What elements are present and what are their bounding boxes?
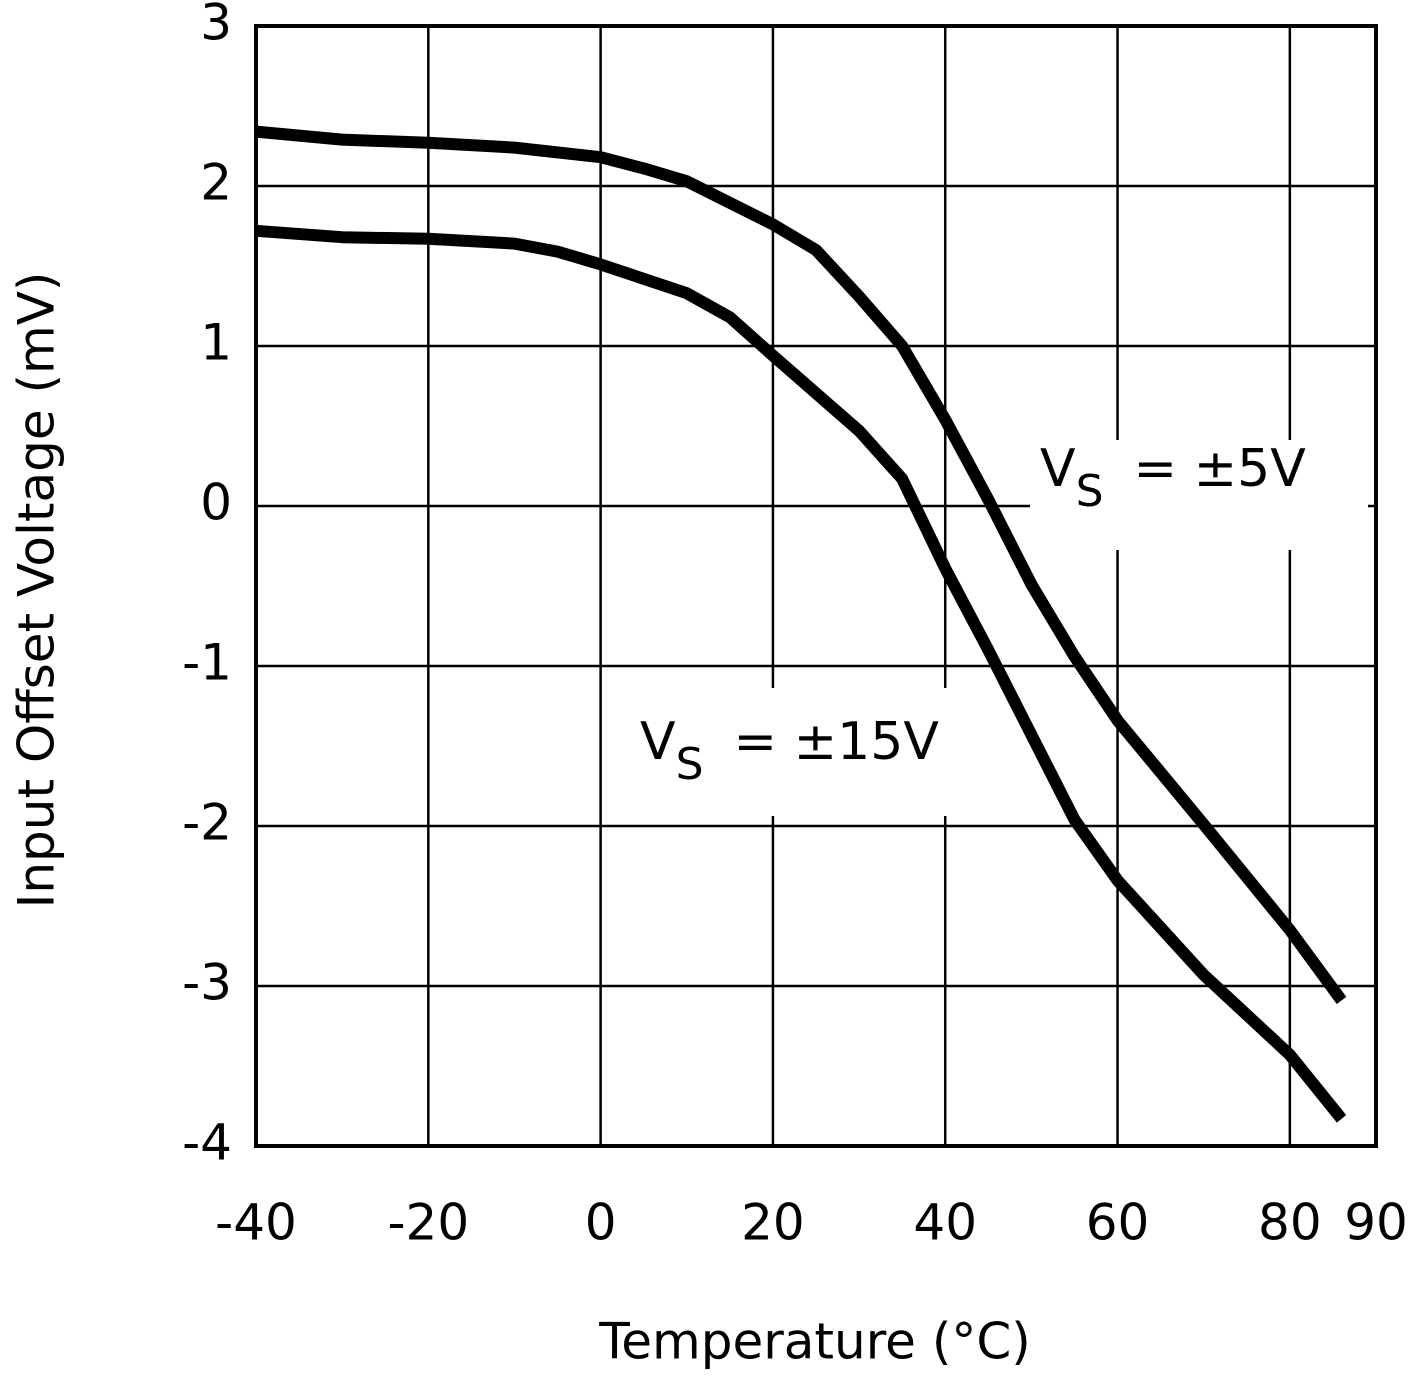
annotation-subscript: S (1076, 466, 1104, 517)
series-annotation: VS = ±5V (1040, 439, 1306, 517)
x-tick-label: 20 (741, 1194, 805, 1252)
plot-frame (254, 24, 1378, 1148)
x-tick-label: 0 (585, 1194, 617, 1252)
annotation-main: V (640, 712, 676, 772)
y-tick-label: 0 (200, 474, 232, 532)
annotation-background (1030, 440, 1368, 550)
y-tick-label: -1 (182, 634, 232, 692)
y-tick-label: 2 (200, 154, 232, 212)
x-tick-label: -40 (215, 1194, 297, 1252)
annotation-rest: = ±15V (734, 712, 940, 772)
x-tick-label: 80 (1258, 1194, 1322, 1252)
x-tick-label: 40 (913, 1194, 977, 1252)
x-tick-label: -20 (387, 1194, 469, 1252)
x-tick-label: 90 (1344, 1194, 1408, 1252)
y-tick-label: -3 (182, 954, 232, 1012)
annotation-subscript: S (676, 739, 704, 790)
x-tick-label: 60 (1086, 1194, 1150, 1252)
y-axis-title: Input Offset Voltage (mV) (8, 272, 66, 909)
y-tick-label: -2 (182, 794, 232, 852)
annotation-main: V (1040, 439, 1076, 499)
annotation-background (625, 688, 993, 816)
y-tick-label: 1 (200, 314, 232, 372)
y-tick-label: -4 (182, 1114, 232, 1172)
series-line (255, 125, 1347, 1004)
series-line (255, 224, 1347, 1123)
series-annotation: VS = ±15V (640, 712, 939, 790)
x-axis-title: Temperature (°C) (598, 1313, 1031, 1371)
annotation-rest: = ±5V (1134, 439, 1307, 499)
y-tick-label: 3 (200, 0, 232, 52)
